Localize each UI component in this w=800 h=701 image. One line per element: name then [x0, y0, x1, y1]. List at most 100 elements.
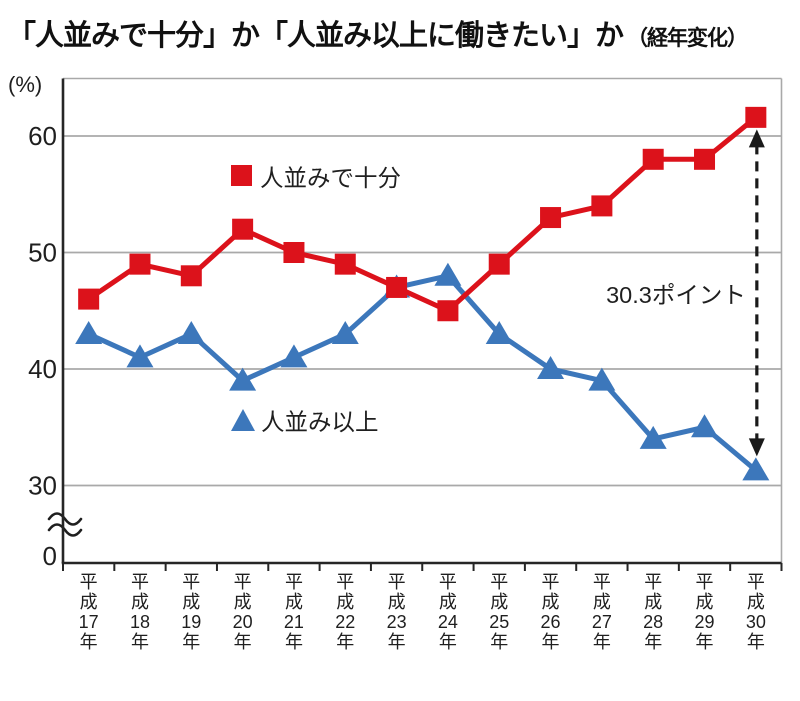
data-point-triangle-平成30年: [742, 457, 770, 481]
x-tick-label-平成22年-line2: 22: [335, 612, 355, 632]
x-tick-label-平成18年-line3: 年: [131, 632, 149, 652]
gap-arrow-head-down-icon: [748, 438, 765, 457]
x-tick-label-平成19年-line1: 成: [182, 592, 200, 612]
x-tick-label-平成17年-line2: 17: [79, 612, 99, 632]
chart-title: 「人並みで十分」か「人並み以上に働きたい」か: [7, 20, 624, 52]
data-point-triangle-平成17年: [75, 321, 103, 345]
x-tick-label-平成28年-line1: 成: [644, 592, 662, 612]
x-tick-label-平成26年-line3: 年: [542, 632, 560, 652]
gap-annotation-label: 30.3ポイント: [606, 282, 746, 308]
x-tick-label-平成25年-line2: 25: [489, 612, 509, 632]
data-point-square-平成22年: [334, 253, 356, 275]
x-tick-label-平成27年-line2: 27: [592, 612, 612, 632]
data-point-triangle-平成29年: [691, 414, 719, 438]
y-tick-label-30: 30: [28, 471, 57, 501]
x-tick-label-平成25年-line0: 平: [490, 572, 508, 592]
x-tick-label-平成30年-line1: 成: [747, 592, 765, 612]
data-point-triangle-平成20年: [229, 367, 257, 391]
x-tick-label-平成23年-line2: 23: [387, 612, 407, 632]
x-tick-label-平成24年-line3: 年: [439, 632, 457, 652]
x-tick-label-平成30年-line2: 30: [746, 612, 766, 632]
data-point-square-平成27年: [591, 195, 613, 217]
x-tick-label-平成29年-line1: 成: [696, 592, 714, 612]
data-point-triangle-平成18年: [126, 344, 154, 368]
axis-break-icon: [47, 512, 83, 526]
x-tick-label-平成22年-line0: 平: [336, 572, 354, 592]
legend-label-1: 人並み以上: [261, 409, 379, 435]
chart-title-suffix: （経年変化）: [627, 27, 748, 50]
y-axis-unit-label: (%): [8, 72, 42, 97]
x-tick-label-平成19年-line3: 年: [182, 632, 200, 652]
data-point-square-平成25年: [488, 253, 510, 275]
x-tick-label-平成24年-line0: 平: [439, 572, 457, 592]
x-tick-label-平成20年-line2: 20: [233, 612, 253, 632]
x-tick-label-平成27年-line1: 成: [593, 592, 611, 612]
x-tick-label-平成23年-line1: 成: [388, 592, 406, 612]
data-point-square-平成18年: [129, 253, 151, 275]
x-tick-label-平成17年-line0: 平: [80, 572, 98, 592]
x-tick-label-平成18年-line0: 平: [131, 572, 149, 592]
data-point-square-平成20年: [232, 218, 254, 240]
x-tick-label-平成18年-line2: 18: [130, 612, 150, 632]
x-tick-label-平成21年-line0: 平: [285, 572, 303, 592]
x-tick-label-平成30年-line0: 平: [747, 572, 765, 592]
x-tick-label-平成25年-line3: 年: [490, 632, 508, 652]
axis-break-icon: [47, 523, 83, 537]
x-tick-label-平成23年-line3: 年: [388, 632, 406, 652]
x-tick-label-平成23年-line0: 平: [388, 572, 406, 592]
y-tick-label-60: 60: [28, 121, 57, 151]
x-tick-label-平成26年-line0: 平: [542, 572, 560, 592]
y-tick-label-50: 50: [28, 238, 57, 268]
x-tick-label-平成21年-line1: 成: [285, 592, 303, 612]
data-point-square-平成21年: [283, 242, 305, 263]
x-tick-label-平成17年-line3: 年: [80, 632, 98, 652]
x-tick-label-平成24年-line1: 成: [439, 592, 457, 612]
data-point-triangle-平成24年: [434, 262, 462, 286]
data-point-triangle-平成19年: [177, 321, 205, 345]
y-tick-label-0: 0: [43, 541, 57, 571]
data-point-square-平成24年: [437, 300, 459, 322]
x-tick-label-平成29年-line3: 年: [696, 632, 714, 652]
data-point-triangle-平成25年: [485, 321, 513, 345]
data-point-square-平成26年: [540, 207, 562, 229]
chart-title-row: 「人並みで十分」か「人並み以上に働きたい」か （経年変化）: [7, 12, 793, 54]
data-point-triangle-平成28年: [639, 425, 667, 449]
data-point-triangle-平成21年: [280, 344, 308, 368]
data-point-triangle-平成26年: [537, 356, 565, 379]
x-tick-label-平成29年-line0: 平: [696, 572, 714, 592]
x-tick-label-平成19年-line0: 平: [182, 572, 200, 592]
data-point-triangle-平成27年: [588, 367, 616, 391]
x-tick-label-平成22年-line1: 成: [336, 592, 354, 612]
x-tick-label-平成21年-line2: 21: [284, 612, 304, 632]
x-tick-label-平成20年-line0: 平: [234, 572, 252, 592]
x-tick-label-平成27年-line0: 平: [593, 572, 611, 592]
y-tick-label-40: 40: [28, 354, 57, 384]
x-tick-label-平成18年-line1: 成: [131, 592, 149, 612]
x-tick-label-平成28年-line0: 平: [644, 572, 662, 592]
x-tick-label-平成20年-line3: 年: [234, 632, 252, 652]
x-tick-label-平成29年-line2: 29: [695, 612, 715, 632]
x-tick-label-平成26年-line1: 成: [542, 592, 560, 612]
x-tick-label-平成26年-line2: 26: [541, 612, 561, 632]
x-tick-label-平成28年-line3: 年: [644, 632, 662, 652]
x-tick-label-平成27年-line3: 年: [593, 632, 611, 652]
legend-square-icon: [231, 165, 252, 186]
x-tick-label-平成22年-line3: 年: [336, 632, 354, 652]
x-tick-label-平成17年-line1: 成: [80, 592, 98, 612]
data-point-triangle-平成22年: [331, 321, 359, 345]
data-point-square-平成30年: [745, 106, 767, 128]
x-tick-label-平成24年-line2: 24: [438, 612, 458, 632]
x-tick-label-平成25年-line1: 成: [490, 592, 508, 612]
x-tick-label-平成21年-line3: 年: [285, 632, 303, 652]
data-point-square-平成17年: [78, 288, 100, 310]
x-tick-label-平成19年-line2: 19: [181, 612, 201, 632]
x-tick-label-平成28年-line2: 28: [643, 612, 663, 632]
data-point-square-平成29年: [694, 148, 716, 170]
gap-arrow-head-up-icon: [748, 129, 765, 148]
data-point-square-平成28年: [642, 148, 664, 170]
legend-triangle-icon: [231, 409, 255, 431]
x-tick-label-平成20年-line1: 成: [234, 592, 252, 612]
